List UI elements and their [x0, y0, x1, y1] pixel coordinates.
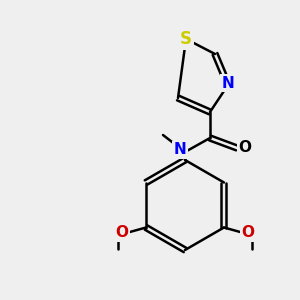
Text: O: O — [242, 225, 254, 240]
Text: N: N — [222, 76, 234, 91]
Text: O: O — [238, 140, 251, 155]
Text: N: N — [174, 142, 186, 158]
Text: O: O — [116, 225, 128, 240]
Text: S: S — [180, 30, 192, 48]
